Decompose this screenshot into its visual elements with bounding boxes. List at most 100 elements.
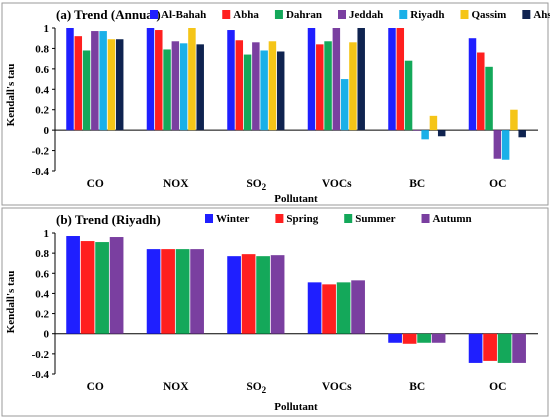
bar-dahran-bc	[404, 60, 413, 131]
bar-riyadh-bc	[421, 130, 429, 140]
panel-annual-trend: (a) Trend (Annual) Kendall's tau Polluta…	[1, 2, 550, 206]
bar-winter-oc	[468, 333, 483, 363]
bar-ahsa-vocs	[357, 28, 365, 131]
y-tick-label: 0	[44, 329, 50, 341]
bar-spring-bc	[402, 333, 417, 344]
bar-winter-nox	[146, 249, 161, 334]
bar-jeddah-co	[91, 31, 99, 131]
bar-winter-bc	[388, 333, 402, 343]
bar-abha-nox	[155, 30, 163, 131]
bar-qassim-bc	[429, 115, 438, 131]
legend-swatch	[222, 10, 231, 19]
bar-qassim-nox	[188, 28, 196, 131]
bar-summer-nox	[175, 249, 190, 334]
y-tick-label: 0.2	[35, 105, 49, 117]
panel-riyadh-plot: -0.4 -0.2 0 0.2 0.4 0.6 0.8 1 CO NOX SO2 VOCs BC OC Wi…	[32, 213, 538, 395]
bar-spring-oc	[483, 333, 497, 361]
bar-qassim-co	[107, 39, 116, 131]
bar-summer-oc	[497, 333, 512, 363]
bar-summer-bc	[417, 333, 431, 343]
bar-riyadh-so2	[260, 50, 268, 131]
panel-riyadh-trend: (b) Trend (Riyadh) Kendall's tau Polluta…	[1, 207, 549, 417]
bar-jeddah-oc	[493, 130, 502, 159]
legend-swatch	[421, 214, 430, 223]
panel-annual-y-axis-label: Kendall's tau	[5, 64, 17, 127]
x-tick-label: CO	[87, 178, 104, 190]
bar-qassim-vocs	[349, 42, 357, 131]
panel-riyadh-frame	[1, 207, 549, 417]
bar-ahsa-so2	[276, 51, 285, 131]
bar-autumn-vocs	[351, 280, 365, 334]
bar-winter-so2	[227, 256, 241, 334]
bar-jeddah-bc	[413, 130, 421, 131]
bar-spring-nox	[161, 249, 175, 334]
x-tick-label: BC	[409, 178, 425, 190]
bar-riyadh-oc	[501, 130, 510, 160]
legend-label: Spring	[286, 213, 318, 225]
legend-label: Jeddah	[349, 9, 383, 21]
bar-dahran-vocs	[324, 41, 332, 131]
bar-al-bahah-vocs	[307, 28, 316, 131]
bar-qassim-so2	[268, 41, 277, 131]
y-tick-label: -0.2	[32, 349, 50, 361]
bar-summer-vocs	[336, 282, 351, 334]
legend-label: Winter	[216, 213, 250, 225]
legend-label: Ahsa	[533, 9, 550, 21]
bar-autumn-oc	[512, 333, 526, 363]
bar-dahran-nox	[163, 49, 171, 131]
y-tick-label: 0.6	[35, 268, 49, 280]
bar-jeddah-nox	[171, 41, 180, 131]
legend-label: Autumn	[433, 213, 472, 225]
panel-annual-frame	[1, 2, 549, 206]
bar-ahsa-co	[115, 39, 124, 131]
bar-abha-co	[74, 36, 83, 131]
bar-winter-vocs	[307, 282, 322, 334]
legend-label: Dahran	[286, 9, 322, 21]
legend-label: Summer	[355, 213, 395, 225]
x-tick-label: SO2	[246, 178, 266, 192]
panel-riyadh-y-axis-label: Kendall's tau	[5, 271, 17, 334]
bar-autumn-so2	[270, 255, 285, 334]
legend-swatch	[275, 214, 284, 223]
x-tick-label: OC	[489, 178, 506, 190]
legend-swatch	[522, 10, 531, 19]
legend-swatch	[150, 10, 158, 19]
panel-annual-x-axis-label: Pollutant	[274, 193, 318, 205]
x-tick-label: OC	[489, 381, 506, 393]
panel-annual-plot: -0.4 -0.2 0 0.2 0.4 0.6 0.8 1 CO NOX SO2 VOCs BC OC Al…	[32, 9, 550, 192]
bar-al-bahah-so2	[227, 30, 235, 131]
y-tick-label: 0	[44, 125, 50, 137]
bar-al-bahah-bc	[388, 28, 396, 131]
legend-swatch	[338, 10, 346, 19]
bar-abha-oc	[477, 52, 485, 131]
bar-dahran-so2	[243, 54, 252, 131]
x-tick-label: NOX	[163, 381, 189, 393]
y-tick-label: 0.8	[35, 43, 49, 55]
bar-spring-vocs	[322, 284, 336, 334]
y-tick-label: 0.8	[35, 248, 49, 260]
bar-autumn-bc	[431, 333, 446, 343]
y-tick-label: 1	[44, 228, 50, 240]
y-tick-label: 0.4	[35, 288, 49, 300]
x-tick-label: NOX	[163, 178, 189, 190]
bar-winter-co	[66, 236, 80, 334]
bar-ahsa-nox	[196, 44, 204, 131]
y-tick-label: 0.6	[35, 64, 49, 76]
x-tick-label: SO2	[246, 381, 266, 395]
bar-abha-vocs	[316, 44, 324, 131]
bar-spring-so2	[241, 254, 256, 334]
legend-swatch	[344, 214, 353, 223]
legend-label: Abha	[233, 9, 259, 21]
x-tick-label: CO	[87, 381, 104, 393]
bar-al-bahah-nox	[146, 28, 155, 131]
bar-jeddah-so2	[252, 42, 260, 131]
y-tick-label: -0.4	[32, 369, 50, 381]
bar-autumn-nox	[190, 249, 204, 334]
y-tick-label: -0.2	[32, 146, 50, 158]
bar-riyadh-co	[99, 31, 107, 131]
panel-riyadh-title: (b) Trend (Riyadh)	[56, 212, 161, 227]
legend-swatch	[205, 214, 213, 223]
legend-label: Qassim	[472, 9, 507, 21]
y-tick-label: -0.4	[32, 166, 50, 178]
